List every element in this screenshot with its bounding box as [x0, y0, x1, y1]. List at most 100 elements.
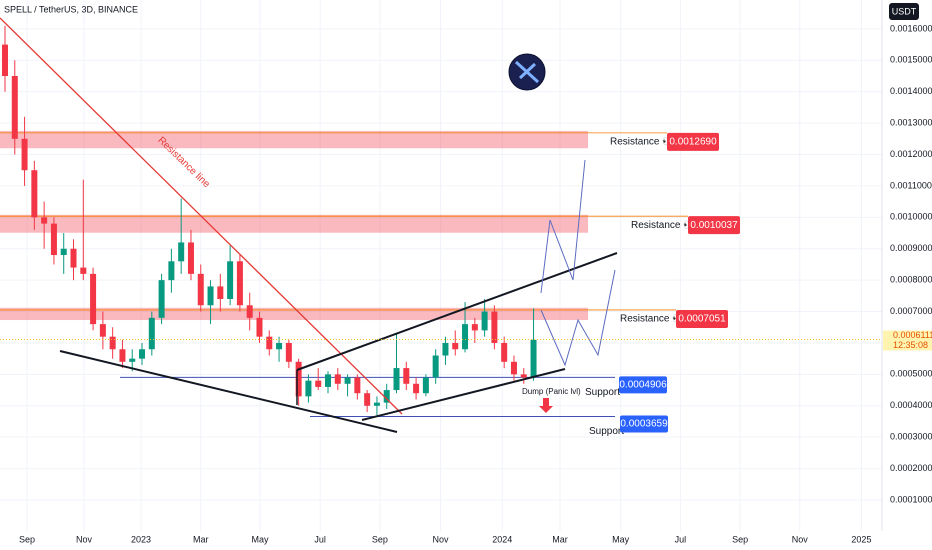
candle-body: [432, 355, 439, 378]
candle-body: [70, 248, 77, 268]
price-label: 0.0010037: [690, 220, 738, 231]
candle-body: [60, 248, 67, 256]
candle-body: [462, 324, 469, 350]
price-label: 0.0012690: [669, 136, 717, 147]
y-tick-label: 0.0008000: [890, 275, 932, 285]
zone-note: Resistance 👀: [631, 220, 696, 231]
candle-body: [413, 383, 420, 394]
candle-body: [178, 242, 185, 262]
candle-body: [324, 374, 331, 387]
channel-bottom: [361, 368, 566, 421]
candle-body: [148, 317, 155, 350]
candle-body: [442, 342, 449, 356]
price-box: [620, 415, 668, 433]
price-box: [667, 132, 719, 151]
support-note: Support: [589, 426, 624, 437]
price-box: [688, 216, 740, 235]
y-tick-label: 0.0016000: [890, 23, 932, 33]
countdown: 12:35:08: [893, 340, 928, 350]
candle-body: [295, 361, 302, 397]
candle-body: [491, 311, 498, 343]
currency: USDT: [892, 6, 917, 16]
price-label: 0.0004906: [619, 379, 667, 390]
y-tick-label: 0.0005000: [890, 369, 932, 379]
x-tick-label: Nov: [76, 534, 93, 544]
candle-body: [403, 368, 410, 384]
candle-body: [187, 242, 194, 274]
candle-body: [41, 217, 48, 224]
price-box: [676, 309, 728, 328]
candle-body: [256, 317, 263, 337]
candle-body: [139, 349, 146, 359]
candle-body: [50, 223, 57, 256]
x-tick-label: Jul: [314, 534, 326, 544]
x-tick-label: 2024: [492, 534, 512, 544]
x-tick-label: Nov: [792, 534, 809, 544]
x-tick-label: May: [251, 534, 269, 544]
y-tick-label: 0.0007000: [890, 306, 932, 316]
annotation: Dump (Panic lvl): [522, 387, 581, 396]
candle-body: [373, 402, 380, 406]
drawings: [0, 17, 618, 433]
candles: [1, 25, 537, 416]
candle-body: [285, 342, 292, 362]
y-tick-label: 0.0014000: [890, 86, 932, 96]
price-label: 0.0007051: [678, 314, 726, 325]
candle-body: [510, 361, 517, 375]
candle-body: [530, 339, 537, 378]
grid: [0, 0, 882, 532]
candle-body: [383, 390, 390, 403]
arrow: [539, 398, 553, 413]
price-label: 0.0003659: [620, 419, 668, 430]
candle-body: [1, 44, 8, 77]
projection: [540, 269, 616, 367]
candle-body: [364, 393, 371, 406]
y-tick-label: 0.0003000: [890, 432, 932, 442]
candle-body: [80, 267, 87, 274]
candle-body: [99, 324, 106, 337]
candle-body: [227, 261, 234, 299]
candle-body: [393, 368, 400, 391]
axes: 0.0001000 0.0002000 0.0003000 0.0004000 0.00…: [0, 23, 932, 544]
candle-body: [217, 286, 224, 299]
candle-body: [452, 342, 459, 350]
candle-body: [481, 311, 488, 331]
candle-body: [168, 261, 175, 281]
candle-body: [119, 349, 126, 362]
candle-body: [315, 380, 322, 387]
candle-body: [344, 377, 351, 384]
last-price-box: [883, 330, 932, 351]
y-tick-label: 0.0015000: [890, 55, 932, 65]
chart-title: SPELL / TetherUS, 3D, BINANCE: [4, 4, 138, 14]
y-tick-label: 0.0002000: [890, 463, 932, 473]
candle-body: [109, 336, 116, 350]
candle-body: [129, 358, 136, 362]
x-tick-label: Sep: [19, 534, 35, 544]
price-axis: [882, 0, 932, 550]
x-tick-label: Nov: [433, 534, 450, 544]
candle-body: [11, 76, 18, 139]
candle-body: [334, 374, 341, 384]
candle-body: [207, 286, 214, 306]
resistance-zone: [0, 130, 588, 149]
x-tick-label: Mar: [193, 534, 209, 544]
candle-body: [31, 170, 38, 218]
x-tick-label: 2025: [851, 534, 871, 544]
y-tick-label: 0.0009000: [890, 243, 932, 253]
x-tick-label: 2023: [131, 534, 151, 544]
price-box: [619, 376, 667, 394]
currency-box: [889, 3, 919, 20]
x-tick-label: Mar: [552, 534, 568, 544]
x-tick-label: May: [612, 534, 630, 544]
candle-body: [21, 138, 28, 171]
y-tick-label: 0.0010000: [890, 212, 932, 222]
candle-body: [471, 324, 478, 331]
candle-body: [197, 273, 204, 306]
zone-note: Resistance 👀: [610, 136, 675, 147]
candle-body: [305, 380, 312, 397]
x-tick-label: Sep: [732, 534, 748, 544]
candle-body: [422, 377, 429, 394]
